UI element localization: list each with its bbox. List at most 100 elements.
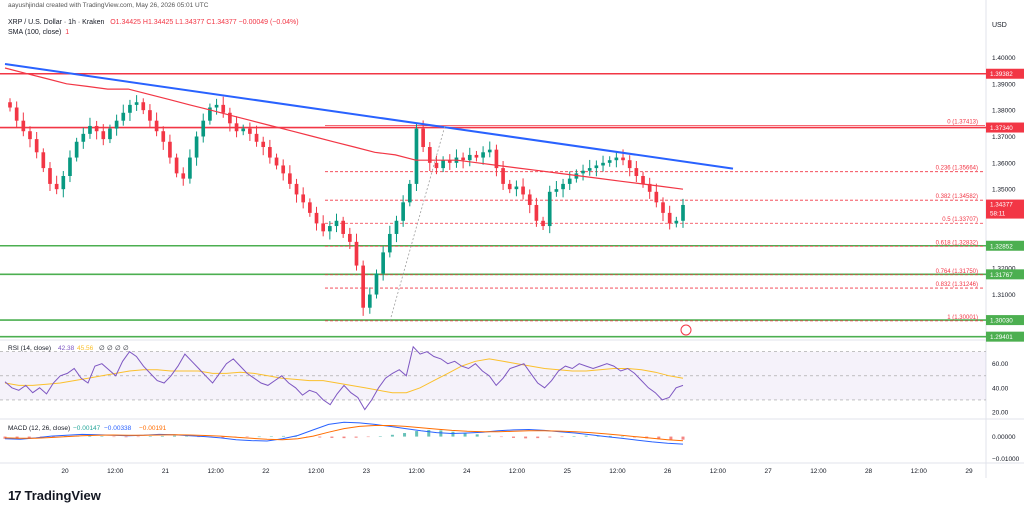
rsi-line [4,345,684,411]
rsi-placeholder: ∅ [107,345,113,352]
rsi-y-tick: 20.00 [992,409,1009,416]
candle-body [34,139,39,153]
y-tick-label: 1.40000 [992,55,1016,62]
level-tag [986,68,1024,79]
macd-hist-bar [330,436,334,438]
macd-hist-bar [536,436,540,439]
macd-hist-bar [221,436,225,438]
candle-body [361,265,365,308]
candle-body [474,154,479,158]
candle-body [228,112,232,124]
created-by-text: aayushjindal created with TradingView.co… [8,2,209,9]
candle-body [114,120,119,129]
macd-hist-bar [197,436,201,438]
macd-hist-bar [608,435,612,437]
x-tick-label: 26 [664,468,672,475]
macd-hist-bar [560,436,564,438]
macd-hist-bar [403,433,407,437]
macd-hist-bar [185,436,189,437]
level-tag [986,269,1024,280]
macd-hist-bar [681,436,685,440]
candle-body [248,128,252,134]
candle-body [447,160,452,163]
rsi-y-tick: 60.00 [992,361,1009,368]
candle-body [567,178,572,184]
macd-hist-bar [463,433,467,437]
macd-hist-bar [378,436,382,437]
macd-hist-bar [88,435,92,437]
candle-body [541,220,545,227]
macd-hist-bar [281,435,285,437]
candle-body [681,204,685,221]
candle-body [367,294,372,308]
candle-body [354,241,359,266]
fib-level-label: 0.382 (1.34582) [936,194,978,200]
x-tick-label: 25 [564,468,572,475]
fib-level-label: 1 (1.30001) [947,315,978,321]
macd-hist-bar [548,436,552,438]
candle-body [627,160,632,169]
x-tick-label: 24 [463,468,471,475]
rsi-value: 42.38 [58,345,75,352]
candle-body [501,168,505,184]
macd-hist-bar [475,434,479,437]
candle-body [54,183,59,190]
macd-hist-bar [669,436,673,440]
candle-body [601,162,605,166]
candle-body [68,157,72,176]
tradingview-brand: 17 TradingView [8,488,101,503]
x-tick-label: 23 [363,468,371,475]
candle-body [74,141,79,158]
fib-level-label: 0.5 (1.33707) [942,217,978,223]
symbol-name: XRP / U.S. Dollar · 1h · Kraken [8,19,105,26]
candle-body [467,154,472,161]
macd-hist-bar [173,435,176,437]
sma-line [4,67,684,190]
candle-body [634,168,639,176]
candle-body [94,125,99,132]
level-tag [986,240,1024,251]
candle-body [334,220,339,227]
macd-y-tick: 0.00000 [992,434,1016,441]
candle-body [274,157,279,166]
sma-legend: SMA (100, close) 1 [8,29,69,36]
x-tick-label: 12:00 [408,468,425,475]
candle-body [194,136,199,158]
x-tick-label: 20 [61,468,69,475]
candle-body [128,104,132,113]
y-tick-label: 1.37000 [992,134,1016,141]
current-price-label: 1.34377 [990,202,1013,209]
macd-hist-bar [160,435,164,437]
candle-body [507,183,512,190]
candle-body [321,223,326,232]
level-tag-label: 1.37340 [990,125,1013,132]
macd-hist-bar [366,436,370,438]
macd-hist-bar [584,435,588,437]
candle-body [134,102,139,105]
macd-hist-bar [487,435,491,437]
candle-body [254,133,259,142]
candle-body [521,186,525,195]
macd-hist-bar [269,436,273,437]
ohlc-values: O1.34425 H1.34425 L1.34377 C1.34377 −0.0… [110,19,299,26]
candle-body [341,220,346,234]
candle-body [328,226,332,232]
macd-title: MACD (12, 26, close) [8,425,70,432]
macd-value: −0.00338 [104,425,132,432]
candle-body [494,149,499,169]
candle-body [641,176,645,184]
candle-body [461,157,465,161]
macd-hist-bar [390,434,394,437]
candle-body [41,152,46,169]
macd-hist-bar [512,436,515,438]
macd-hist-bar [51,436,55,438]
candle-body [621,157,625,161]
macd-hist-bar [415,431,419,437]
y-tick-label: 1.32000 [992,266,1016,273]
x-tick-label: 12:00 [609,468,626,475]
bearish-trendline [4,63,734,170]
candle-body [661,202,665,213]
macd-hist-bar [112,436,116,438]
tradingview-logo-icon: 17 [8,488,22,503]
